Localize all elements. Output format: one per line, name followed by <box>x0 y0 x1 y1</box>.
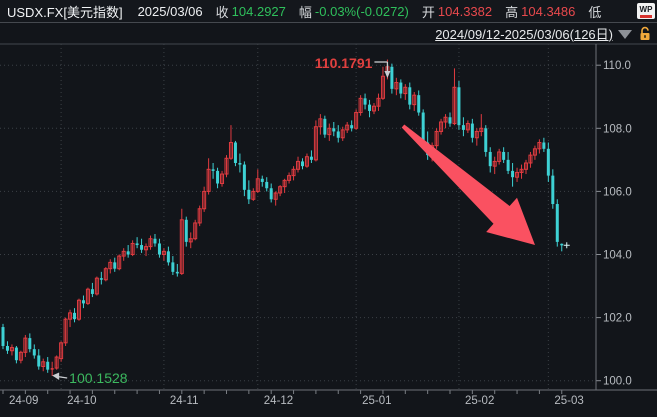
open-label: 开 <box>421 4 435 20</box>
high-value: 104.3486 <box>521 3 576 19</box>
candles-group[interactable] <box>1 59 564 376</box>
svg-text:104.0: 104.0 <box>603 250 632 262</box>
svg-text:108.0: 108.0 <box>603 123 632 135</box>
date-range-selector[interactable]: 2024/09/12-2025/03/06(126日) <box>435 26 613 42</box>
last-price-marker <box>563 242 570 249</box>
svg-text:24-11: 24-11 <box>170 395 199 407</box>
quote-header: USDX.FX[美元指数] 2025/03/06 收 104.2927 幅 -0… <box>0 0 657 23</box>
x-axis-labels: 24-09 24-10 24-11 24-12 25-01 25-02 25-03 <box>9 395 584 407</box>
quote-date: 2025/03/06 <box>137 3 203 19</box>
svg-text:102.0: 102.0 <box>603 313 632 325</box>
high-label: 高 <box>505 4 519 20</box>
svg-text:110.1791: 110.1791 <box>315 55 373 71</box>
change-label: 幅 <box>298 4 312 20</box>
svg-text:24-09: 24-09 <box>9 395 38 407</box>
high-annotation: 110.1791 <box>315 55 391 78</box>
svg-text:100.0: 100.0 <box>603 376 632 388</box>
svg-text:110.0: 110.0 <box>603 60 631 72</box>
svg-text:25-03: 25-03 <box>554 395 583 407</box>
low-annotation: 100.1528 <box>52 370 128 386</box>
svg-text:100.1528: 100.1528 <box>69 370 128 386</box>
svg-text:25-02: 25-02 <box>465 395 494 407</box>
open-value: 104.3382 <box>437 3 493 19</box>
svg-text:25-01: 25-01 <box>362 395 391 407</box>
range-bar: 2024/09/12-2025/03/06(126日) <box>0 23 655 43</box>
close-value: 104.2927 <box>231 3 286 19</box>
symbol-name: USDX.FX[美元指数] <box>7 4 123 20</box>
svg-text:106.0: 106.0 <box>603 186 632 198</box>
unlocked-padlock-icon[interactable] <box>638 26 652 41</box>
downtrend-arrow <box>401 124 535 245</box>
low-label: 低 <box>588 4 602 20</box>
month-gridlines <box>60 44 549 390</box>
wp-app-icon[interactable]: WP <box>637 3 655 19</box>
minor-ticks <box>2 390 563 394</box>
y-axis-labels: 110.0 108.0 106.0 104.0 102.0 100.0 <box>596 60 632 388</box>
close-label: 收 <box>215 4 229 20</box>
svg-text:24-12: 24-12 <box>264 395 293 407</box>
svg-text:24-10: 24-10 <box>67 395 96 407</box>
price-gridlines <box>0 64 596 382</box>
chevron-down-icon[interactable] <box>618 29 632 39</box>
change-value: -0.03%(-0.0272) <box>314 3 409 19</box>
